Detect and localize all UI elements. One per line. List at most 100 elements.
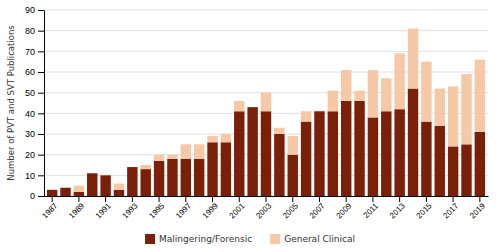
grid-line xyxy=(44,10,488,11)
y-tick-label: 80 xyxy=(25,26,35,36)
bar xyxy=(154,155,164,161)
y-tick: 10 xyxy=(25,171,44,181)
bar xyxy=(381,78,391,111)
bar xyxy=(381,111,391,196)
bar xyxy=(47,190,57,196)
bar xyxy=(87,173,97,174)
x-tick-label: 1989 xyxy=(67,201,86,220)
y-tick: 50 xyxy=(25,88,44,98)
y-axis: 0102030405060708090 xyxy=(25,5,45,201)
y-tick-label: 10 xyxy=(25,171,35,181)
bar xyxy=(221,142,231,196)
x-tick: 2009 xyxy=(334,196,353,220)
y-tick-label: 30 xyxy=(25,129,35,139)
y-tick-mark xyxy=(38,10,44,11)
y-tick-mark xyxy=(38,155,44,156)
x-tick: 1999 xyxy=(201,196,220,220)
bar xyxy=(301,122,311,196)
y-axis-line xyxy=(44,11,45,197)
x-tick-label: 2005 xyxy=(281,201,300,220)
y-tick-mark xyxy=(38,72,44,73)
bar xyxy=(74,192,84,196)
bar xyxy=(435,89,445,126)
bar xyxy=(234,111,244,196)
bar xyxy=(194,144,204,158)
bar xyxy=(114,190,124,196)
bar xyxy=(328,111,338,196)
bar xyxy=(207,142,217,196)
plot: 0102030405060708090198719891991199319951… xyxy=(25,5,489,220)
bar xyxy=(154,161,164,196)
x-tick-label: 2007 xyxy=(308,201,327,220)
bar xyxy=(247,107,257,196)
y-tick-mark xyxy=(38,51,44,52)
bar xyxy=(288,136,298,155)
x-tick: 2005 xyxy=(281,196,300,220)
y-tick-label: 20 xyxy=(25,150,35,160)
y-tick-label: 60 xyxy=(25,67,35,77)
x-tick-label: 2003 xyxy=(254,201,273,220)
y-tick-mark xyxy=(38,93,44,94)
y-tick: 60 xyxy=(25,67,44,77)
bar xyxy=(408,29,418,89)
series xyxy=(74,29,485,192)
bar xyxy=(461,74,471,144)
bar xyxy=(60,188,70,196)
bar xyxy=(60,187,70,188)
legend-label: Malingering/Forensic xyxy=(159,234,252,244)
x-tick-label: 2017 xyxy=(441,201,460,220)
bar xyxy=(394,109,404,196)
x-tick: 2013 xyxy=(388,196,407,220)
legend-swatch xyxy=(145,234,155,244)
y-tick-label: 50 xyxy=(25,88,35,98)
x-tick: 1987 xyxy=(40,196,59,220)
bar xyxy=(341,101,351,196)
x-tick-label: 1991 xyxy=(94,201,113,220)
bar xyxy=(301,111,311,121)
x-axis: 1987198919911993199519971999200120032005… xyxy=(40,196,488,220)
x-tick: 2007 xyxy=(308,196,327,220)
x-tick: 2011 xyxy=(362,196,381,220)
bar xyxy=(167,159,177,196)
bar xyxy=(87,173,97,196)
bar xyxy=(47,189,57,190)
legend-item: Malingering/Forensic xyxy=(145,234,252,245)
y-axis-title: Number of PVT and SVT Publications xyxy=(6,25,16,181)
bar xyxy=(181,159,191,196)
x-tick-label: 2015 xyxy=(415,201,434,220)
bar xyxy=(127,167,137,168)
x-tick-label: 2019 xyxy=(468,201,487,220)
y-tick: 20 xyxy=(25,150,44,160)
bar xyxy=(475,60,485,132)
chart: 0102030405060708090198719891991199319951… xyxy=(0,0,500,252)
x-tick: 2015 xyxy=(415,196,434,220)
x-tick: 1993 xyxy=(121,196,140,220)
bar xyxy=(100,175,110,176)
y-tick-mark xyxy=(38,134,44,135)
x-tick-label: 2011 xyxy=(362,201,381,220)
bar xyxy=(354,91,364,101)
bar xyxy=(274,134,284,196)
bar xyxy=(461,144,471,196)
bar xyxy=(261,111,271,196)
bar xyxy=(368,70,378,118)
x-tick: 1989 xyxy=(67,196,86,220)
bar xyxy=(448,86,458,146)
bar xyxy=(354,101,364,196)
bar xyxy=(368,117,378,196)
x-tick: 1991 xyxy=(94,196,113,220)
bar xyxy=(234,101,244,111)
legend: Malingering/ForensicGeneral Clinical xyxy=(145,234,355,245)
y-tick-label: 40 xyxy=(25,109,35,119)
bar xyxy=(421,62,431,122)
bar xyxy=(328,91,338,112)
bar xyxy=(408,89,418,196)
x-tick: 1997 xyxy=(174,196,193,220)
y-tick: 40 xyxy=(25,109,44,119)
bar xyxy=(140,169,150,196)
x-tick-label: 1993 xyxy=(121,201,140,220)
bar xyxy=(421,122,431,196)
y-tick-mark xyxy=(38,196,44,197)
bar xyxy=(288,155,298,196)
bar xyxy=(247,107,257,108)
